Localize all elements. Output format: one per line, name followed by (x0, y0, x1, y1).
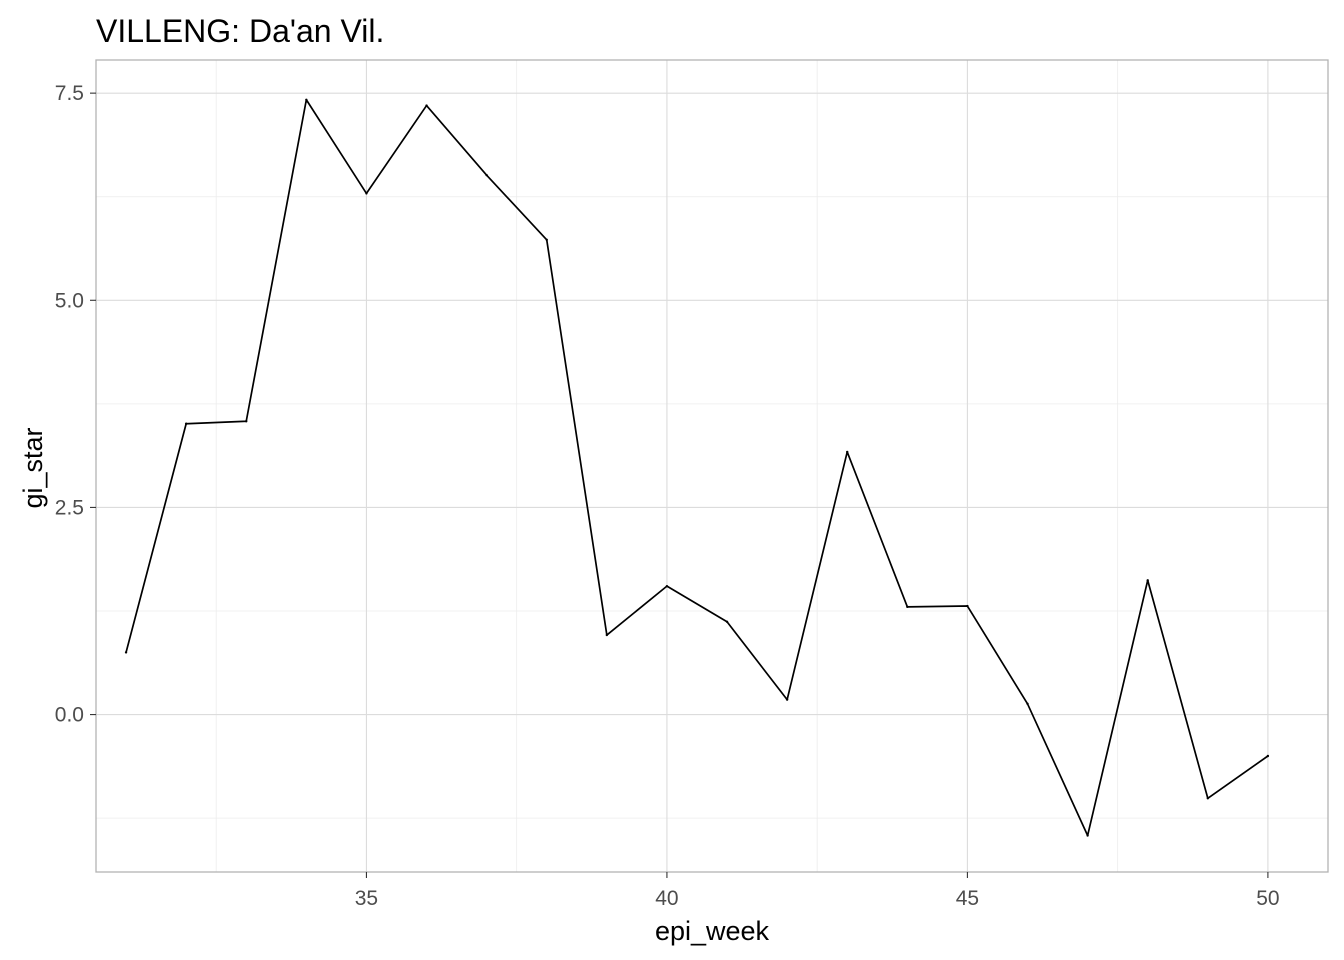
data-point (1206, 797, 1210, 800)
y-tick-label: 7.5 (55, 82, 84, 105)
grid (96, 60, 1328, 872)
data-point (365, 192, 368, 195)
x-axis-title: epi_week (655, 916, 770, 946)
x-tick-label: 35 (355, 887, 378, 910)
data-point (245, 420, 248, 423)
data-point (305, 98, 308, 101)
data-point (725, 620, 729, 623)
data-point (665, 584, 669, 588)
data-point (124, 651, 128, 654)
y-axis-title: gi_star (18, 427, 48, 508)
data-point (1146, 579, 1149, 582)
x-tick-label: 50 (1256, 887, 1279, 910)
data-point (1026, 702, 1029, 705)
y-tick-label: 5.0 (55, 289, 84, 312)
y-tick-label: 0.0 (55, 704, 84, 727)
chart-title: VILLENG: Da'an Vil. (96, 13, 384, 49)
data-point (1086, 834, 1089, 837)
series-layer (124, 98, 1270, 837)
data-point (605, 633, 609, 637)
data-point (545, 238, 548, 241)
data-point (906, 605, 909, 609)
data-point (485, 173, 488, 177)
data-point (425, 104, 428, 107)
y-tick-label: 2.5 (55, 496, 84, 519)
data-point (785, 698, 789, 701)
gi-star-line (125, 98, 1269, 837)
data-point (184, 422, 188, 425)
data-point (846, 450, 849, 454)
data-point (966, 604, 969, 608)
x-tick-label: 40 (655, 887, 678, 910)
panel-border (95, 59, 1329, 873)
x-tick-label: 45 (956, 887, 979, 910)
axes: 35 40 45 50 0.0 2.5 5.0 7.5 (55, 82, 1280, 910)
data-point (1266, 754, 1270, 758)
